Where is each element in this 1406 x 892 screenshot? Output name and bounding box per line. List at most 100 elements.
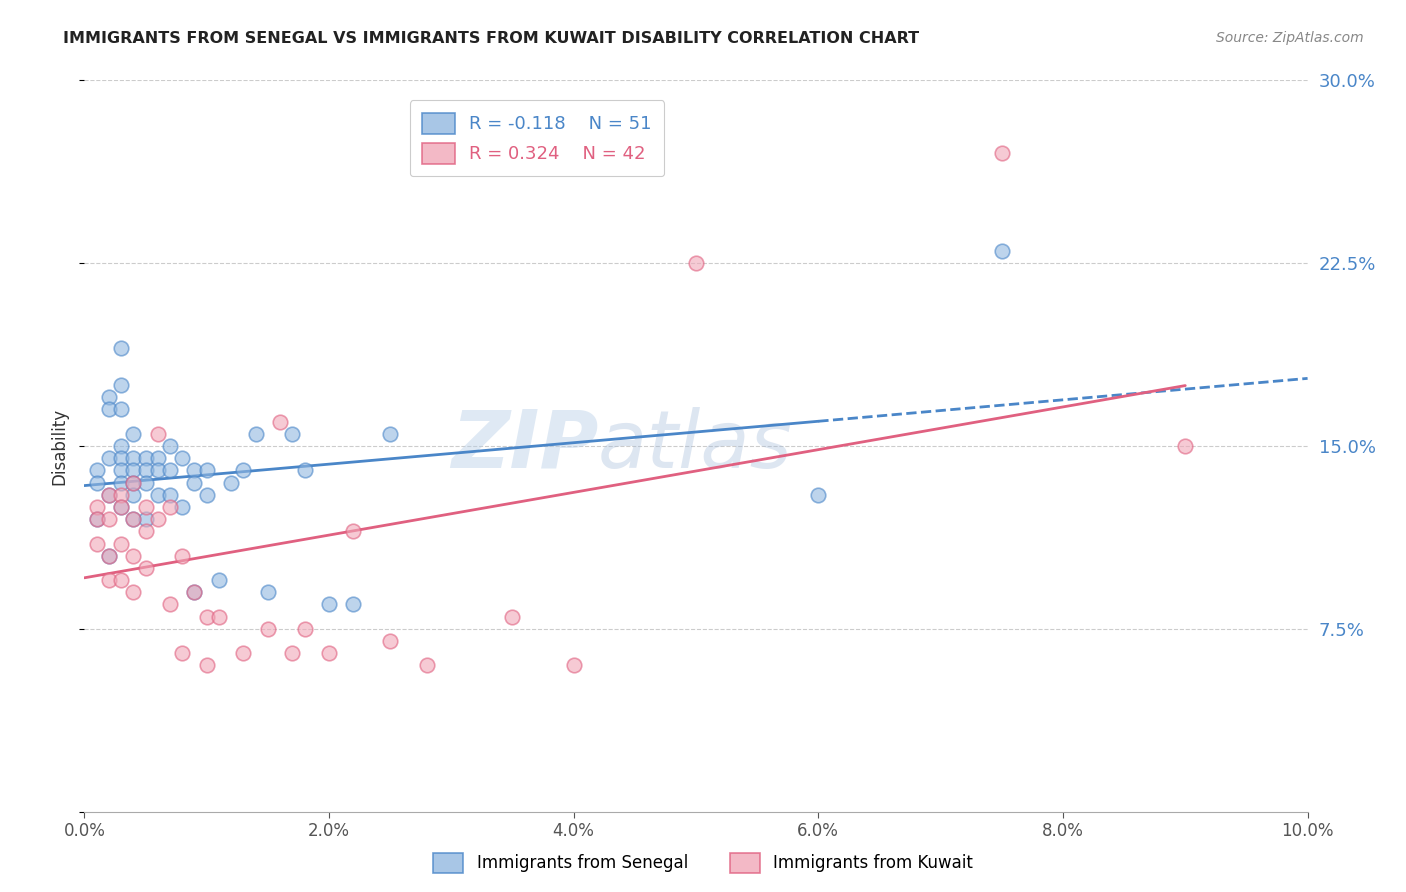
Point [110, 488, 132, 502]
Point [97, 402, 120, 417]
Point [685, 256, 707, 270]
Point [502, 609, 524, 624]
Point [195, 609, 218, 624]
Point [122, 488, 145, 502]
Point [183, 585, 205, 599]
Point [380, 634, 402, 648]
Point [146, 512, 169, 526]
Point [342, 524, 364, 539]
Point [97, 549, 120, 563]
Point [86, 512, 108, 526]
Point [110, 378, 132, 392]
Point [172, 500, 194, 514]
Point [562, 658, 585, 673]
Point [86, 512, 108, 526]
Point [269, 415, 291, 429]
Point [122, 463, 145, 477]
Point [122, 512, 145, 526]
Point [294, 622, 316, 636]
Point [110, 500, 132, 514]
Point [318, 598, 340, 612]
Text: IMMIGRANTS FROM SENEGAL VS IMMIGRANTS FROM KUWAIT DISABILITY CORRELATION CHART: IMMIGRANTS FROM SENEGAL VS IMMIGRANTS FR… [63, 31, 920, 46]
Point [122, 512, 145, 526]
Point [86, 463, 108, 477]
Point [159, 463, 181, 477]
Point [208, 609, 231, 624]
Point [97, 488, 120, 502]
Point [135, 463, 157, 477]
Point [219, 475, 242, 490]
Point [195, 488, 218, 502]
Point [97, 549, 120, 563]
Point [183, 475, 205, 490]
Point [97, 573, 120, 587]
Point [318, 646, 340, 660]
Point [135, 561, 157, 575]
Point [1174, 439, 1197, 453]
Point [97, 488, 120, 502]
Point [146, 451, 169, 466]
Text: Source: ZipAtlas.com: Source: ZipAtlas.com [1216, 31, 1364, 45]
Point [172, 451, 194, 466]
Point [281, 646, 304, 660]
Point [159, 488, 181, 502]
Point [172, 549, 194, 563]
Point [281, 426, 304, 441]
Point [146, 488, 169, 502]
Point [110, 463, 132, 477]
Point [146, 463, 169, 477]
Point [245, 426, 267, 441]
Point [135, 524, 157, 539]
Y-axis label: Disability: Disability [51, 408, 69, 484]
Point [232, 646, 254, 660]
Point [208, 573, 231, 587]
Point [159, 500, 181, 514]
Point [86, 475, 108, 490]
Point [159, 598, 181, 612]
Point [122, 451, 145, 466]
Point [991, 244, 1014, 258]
Point [97, 512, 120, 526]
Point [183, 585, 205, 599]
Point [146, 426, 169, 441]
Point [135, 500, 157, 514]
Point [135, 451, 157, 466]
Legend: R = -0.118    N = 51, R = 0.324    N = 42: R = -0.118 N = 51, R = 0.324 N = 42 [409, 100, 664, 177]
Point [110, 342, 132, 356]
Point [257, 585, 280, 599]
Point [122, 426, 145, 441]
Point [97, 390, 120, 404]
Point [86, 536, 108, 550]
Point [183, 463, 205, 477]
Point [159, 439, 181, 453]
Point [97, 451, 120, 466]
Point [110, 439, 132, 453]
Point [135, 475, 157, 490]
Point [257, 622, 280, 636]
Point [86, 500, 108, 514]
Point [342, 598, 364, 612]
Point [232, 463, 254, 477]
Point [807, 488, 830, 502]
Point [122, 585, 145, 599]
Point [172, 646, 194, 660]
Point [135, 512, 157, 526]
Point [110, 402, 132, 417]
Point [380, 426, 402, 441]
Point [110, 573, 132, 587]
Legend: Immigrants from Senegal, Immigrants from Kuwait: Immigrants from Senegal, Immigrants from… [426, 847, 980, 880]
Point [110, 475, 132, 490]
Point [110, 451, 132, 466]
Point [991, 146, 1014, 161]
Point [122, 475, 145, 490]
Point [195, 463, 218, 477]
Point [110, 500, 132, 514]
Point [110, 536, 132, 550]
Point [416, 658, 439, 673]
Point [195, 658, 218, 673]
Point [122, 549, 145, 563]
Text: ZIP: ZIP [451, 407, 598, 485]
Text: atlas: atlas [598, 407, 793, 485]
Point [122, 475, 145, 490]
Point [294, 463, 316, 477]
